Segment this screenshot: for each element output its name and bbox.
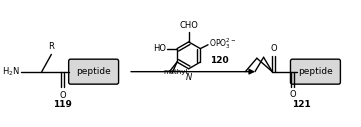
Text: R: R [48, 42, 54, 51]
Text: O: O [290, 90, 296, 99]
FancyBboxPatch shape [291, 59, 340, 84]
Text: 119: 119 [53, 100, 72, 109]
Text: peptide: peptide [76, 67, 111, 76]
Text: $\mathregular{H_2N}$: $\mathregular{H_2N}$ [2, 65, 20, 78]
Text: 121: 121 [292, 100, 310, 109]
Text: O: O [270, 44, 277, 53]
Text: HO: HO [153, 44, 166, 53]
Text: methyl: methyl [163, 69, 187, 75]
Text: OPO$_3^{2-}$: OPO$_3^{2-}$ [209, 36, 236, 51]
Text: peptide: peptide [298, 67, 333, 76]
Text: CHO: CHO [179, 21, 198, 30]
Text: 120: 120 [210, 56, 229, 65]
Text: O: O [59, 91, 66, 100]
FancyBboxPatch shape [69, 59, 119, 84]
Text: N: N [186, 73, 192, 82]
